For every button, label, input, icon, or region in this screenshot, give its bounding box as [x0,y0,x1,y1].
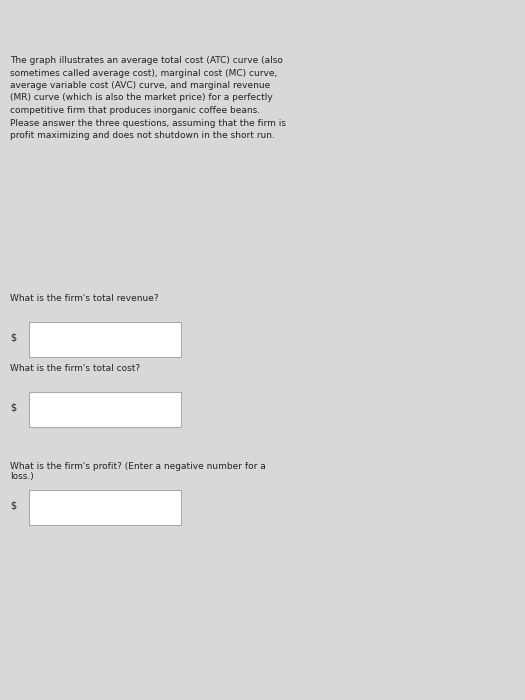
Text: $450: $450 [169,393,193,404]
Text: What is the firm's profit? (Enter a negative number for a
loss.): What is the firm's profit? (Enter a nega… [10,462,266,482]
Text: $: $ [10,402,17,412]
Text: What is the firm's total revenue?: What is the firm's total revenue? [10,294,159,303]
FancyBboxPatch shape [29,490,181,525]
Text: AVC: AVC [514,465,525,475]
Text: What is the firm's total cost?: What is the firm's total cost? [10,364,141,373]
Text: 365: 365 [428,681,446,691]
Text: Price: Price [202,284,230,297]
Text: The graph illustrates an average total cost (ATC) curve (also
sometimes called a: The graph illustrates an average total c… [10,56,287,140]
Text: MC: MC [514,332,525,342]
Text: MR=P: MR=P [514,531,525,541]
Text: Quantity: Quantity [510,672,525,685]
Text: $225: $225 [169,594,193,603]
Text: 336: 336 [393,681,411,691]
Text: 205: 205 [233,681,251,691]
Text: 260: 260 [300,681,318,691]
Text: $: $ [10,500,17,510]
Text: ATC: ATC [514,412,525,421]
Text: $485: $485 [169,363,193,372]
Text: $300: $300 [169,527,193,537]
Text: $: $ [10,332,17,342]
FancyBboxPatch shape [29,392,181,427]
FancyBboxPatch shape [29,322,181,357]
